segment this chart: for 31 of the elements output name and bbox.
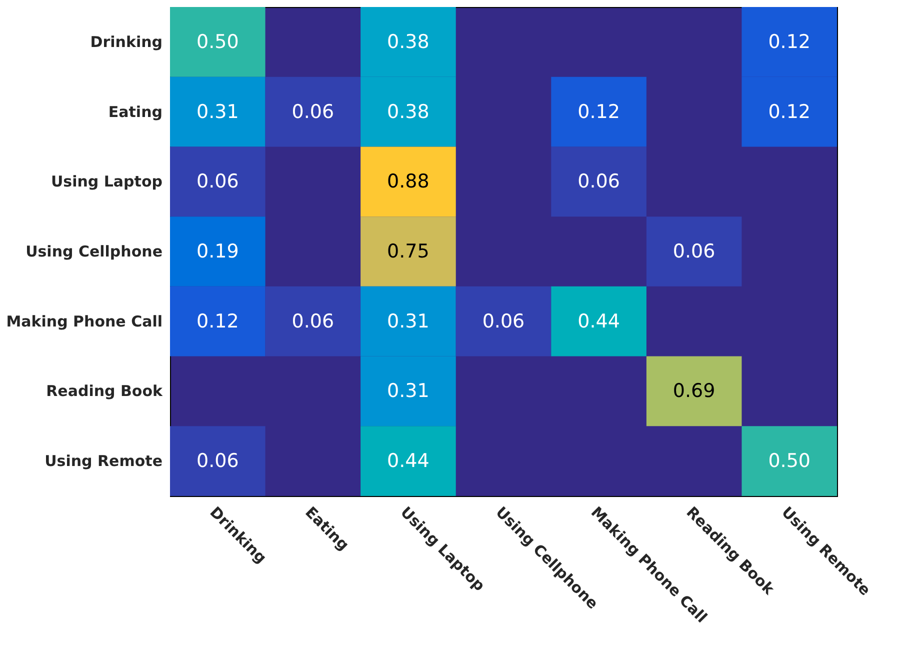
data-label: 0.88	[387, 170, 430, 193]
y-tick-label: Using Remote	[44, 452, 162, 470]
data-label: 0.38	[387, 30, 430, 53]
data-label: 0.06	[578, 170, 620, 193]
y-tick-label: Making Phone Call	[6, 312, 162, 330]
y-tick-label: Drinking	[90, 32, 162, 51]
data-label: 0.12	[768, 30, 811, 53]
data-label: 0.06	[292, 100, 334, 123]
y-tick-label: Reading Book	[46, 382, 164, 400]
y-tick-label: Using Cellphone	[26, 242, 162, 260]
data-label: 0.31	[387, 310, 430, 332]
data-label: 0.50	[768, 450, 811, 472]
data-label: 0.31	[387, 380, 430, 402]
data-label: 0.06	[196, 170, 239, 193]
data-label: 0.44	[578, 310, 620, 332]
data-label: 0.38	[387, 100, 430, 123]
data-label: 0.69	[672, 380, 716, 402]
data-label: 0.12	[196, 310, 239, 332]
data-label: 0.06	[292, 310, 334, 332]
data-label: 0.06	[672, 240, 716, 262]
data-label: 0.31	[196, 100, 239, 123]
data-label: 0.06	[482, 310, 525, 332]
data-label: 0.12	[578, 100, 620, 123]
y-tick-label: Eating	[108, 102, 162, 121]
y-tick-label: Using Laptop	[50, 172, 163, 191]
data-label: 0.44	[387, 450, 430, 472]
data-label: 0.12	[768, 100, 811, 123]
data-label: 0.19	[196, 240, 239, 262]
data-label: 0.06	[196, 450, 239, 472]
data-label: 0.50	[196, 30, 239, 53]
data-label: 0.75	[387, 240, 430, 262]
